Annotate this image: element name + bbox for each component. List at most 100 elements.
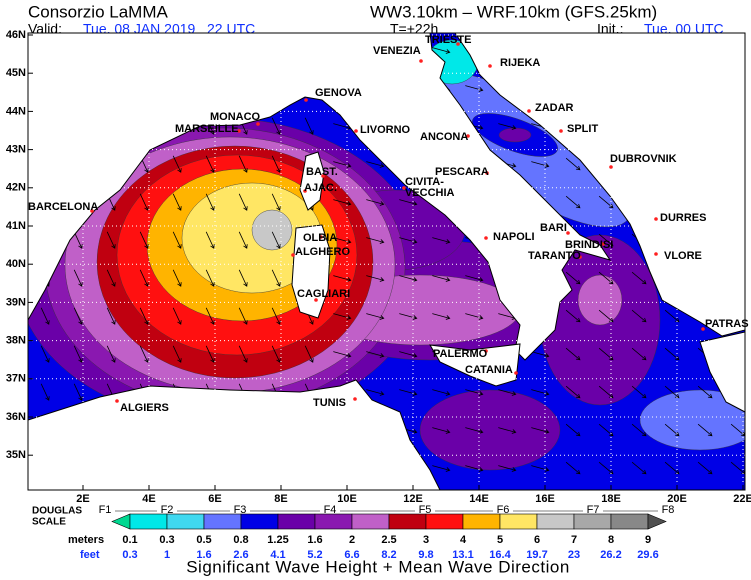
direction-arrow xyxy=(205,231,215,249)
direction-arrow xyxy=(271,269,281,287)
direction-arrow xyxy=(697,385,713,399)
model-text: WW3.10km – WRF.10km (GFS.25km) xyxy=(370,2,657,21)
city-label: NAPOLI xyxy=(493,231,535,243)
city-label: VECCHIA xyxy=(405,187,455,199)
map-area xyxy=(28,33,745,490)
lon-label: 20E xyxy=(667,493,687,505)
douglas-label: SCALE xyxy=(32,517,66,528)
city-label: BARCELONA xyxy=(28,201,98,213)
city-dot xyxy=(484,349,488,353)
direction-arrow xyxy=(172,231,182,249)
lat-label: 37N xyxy=(6,373,26,385)
direction-arrow xyxy=(697,423,713,437)
city-dot xyxy=(514,371,518,375)
land xyxy=(699,331,745,413)
city-label: BAST. xyxy=(306,166,338,178)
direction-arrow xyxy=(73,345,83,363)
direction-arrow xyxy=(664,461,680,475)
city-dot xyxy=(256,122,260,126)
city-dot xyxy=(319,235,323,239)
feet-value: 1 xyxy=(164,549,170,561)
douglas-force: F8 xyxy=(662,504,675,516)
direction-arrow xyxy=(631,461,647,475)
city-label: BARI xyxy=(540,222,567,234)
direction-arrow xyxy=(333,275,352,282)
city-label: PESCARA xyxy=(435,166,489,178)
direction-arrow xyxy=(172,307,182,325)
meters-value: 7 xyxy=(571,534,577,546)
direction-arrow xyxy=(205,269,215,287)
city-label: TRIESTE xyxy=(425,34,471,46)
colorbar-segment xyxy=(277,513,316,530)
city-label: VENEZIA xyxy=(373,45,421,57)
lat-label: 40N xyxy=(6,258,26,270)
city-dot xyxy=(559,129,563,133)
direction-arrow xyxy=(399,313,418,320)
land xyxy=(454,33,745,337)
city-label: OLBIA xyxy=(303,232,337,244)
city-dot xyxy=(237,129,241,133)
meters-value: 0.1 xyxy=(122,534,137,546)
direction-arrow xyxy=(432,275,451,282)
direction-arrow xyxy=(432,465,451,472)
city-dot xyxy=(419,59,423,63)
city-label: TARANTO xyxy=(528,250,581,262)
land xyxy=(28,379,441,490)
meters-value: 0.8 xyxy=(233,534,248,546)
city-label: ALGHERO xyxy=(295,246,350,258)
city-dot xyxy=(303,189,307,193)
city-dot xyxy=(115,399,119,403)
direction-arrow xyxy=(664,309,680,323)
city-label: DUBROVNIK xyxy=(610,153,677,165)
direction-arrow xyxy=(333,351,352,358)
city-dot xyxy=(527,109,531,113)
lat-label: 36N xyxy=(6,411,26,423)
city-dot xyxy=(485,171,489,175)
douglas-force: F6 xyxy=(497,504,510,516)
direction-arrow xyxy=(238,345,248,363)
direction-arrow xyxy=(432,47,451,54)
douglas-force: F3 xyxy=(234,504,247,516)
direction-arrow xyxy=(333,313,352,320)
direction-arrow xyxy=(238,307,248,325)
city-label: CAGLIARI xyxy=(297,288,350,300)
lon-label: 8E xyxy=(274,493,287,505)
direction-arrow xyxy=(238,269,248,287)
direction-arrow xyxy=(304,117,314,135)
direction-arrow xyxy=(399,351,418,358)
feet-value: 5.2 xyxy=(307,549,322,561)
direction-arrow xyxy=(106,345,116,363)
lat-label: 45N xyxy=(6,67,26,79)
city-dot xyxy=(601,242,605,246)
direction-arrow xyxy=(106,269,116,287)
lon-label: 14E xyxy=(469,493,489,505)
city-label: PATRAS xyxy=(705,318,749,330)
direction-arrow xyxy=(172,155,182,173)
direction-arrow xyxy=(565,195,581,209)
direction-arrow xyxy=(531,389,550,396)
city-label: SPLIT xyxy=(567,123,598,135)
feet-value: 29.6 xyxy=(637,549,658,561)
direction-arrow xyxy=(432,313,451,320)
lon-label: 10E xyxy=(337,493,357,505)
direction-arrow xyxy=(565,461,581,475)
direction-arrow xyxy=(205,193,215,211)
direction-arrow xyxy=(366,313,385,320)
colorbar-segment xyxy=(573,513,612,530)
feet-value: 1.6 xyxy=(196,549,211,561)
city-label: BRINDISI xyxy=(565,239,613,251)
direction-arrow xyxy=(271,231,281,249)
lat-label: 39N xyxy=(6,296,26,308)
direction-arrow xyxy=(40,307,50,325)
douglas-label: DOUGLAS xyxy=(32,506,82,517)
direction-arrow xyxy=(697,461,713,475)
direction-arrow xyxy=(172,345,182,363)
city-label: ANCONA xyxy=(420,131,468,143)
city-dot xyxy=(314,298,318,302)
direction-arrow xyxy=(498,427,517,434)
direction-arrow xyxy=(498,389,517,396)
meters-value: 3 xyxy=(423,534,429,546)
direction-arrow xyxy=(498,123,517,130)
